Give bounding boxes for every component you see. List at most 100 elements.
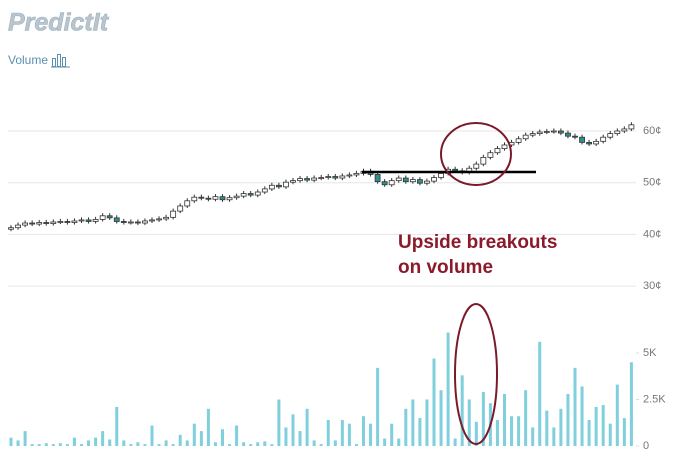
candle-body (268, 184, 275, 190)
candle-body (353, 173, 360, 176)
volume-bar (94, 437, 98, 446)
volume-bar (397, 438, 401, 446)
volume-bar (495, 419, 499, 446)
volume-bar (291, 414, 295, 446)
candle-body (43, 222, 50, 224)
volume-bar (129, 444, 133, 446)
volume-bar (517, 416, 521, 446)
candle-body (254, 191, 261, 196)
annotation: on volume (398, 257, 493, 278)
volume-bar (9, 437, 13, 446)
volume-toggle[interactable]: Volume (8, 53, 48, 67)
volume-bar (594, 406, 598, 446)
volume-bar (354, 444, 358, 446)
volume-bar (376, 367, 380, 446)
candle-body (127, 221, 134, 224)
volume-bar (615, 384, 619, 446)
volume-icon[interactable] (51, 54, 70, 68)
candle-body (304, 178, 311, 181)
volume-bar (270, 444, 274, 446)
volume-bar (601, 405, 605, 446)
candle-body (628, 124, 635, 130)
candle-body (579, 136, 585, 143)
candle-body (226, 197, 233, 201)
volume-bar (44, 443, 48, 446)
candle-body (29, 222, 36, 225)
volume-bar (185, 440, 189, 446)
candle-body (529, 133, 536, 136)
plot: 30¢ 40¢ 50¢ 60¢ 0 2.5K 5K (8, 122, 666, 452)
candle-body (586, 141, 592, 145)
candle-body (163, 216, 170, 220)
volume-bar (235, 425, 239, 446)
volume-bar (503, 393, 506, 446)
candle-body (374, 174, 381, 183)
candle-body (184, 200, 191, 207)
volume-bar (432, 358, 436, 446)
candle-body (205, 197, 212, 200)
volume-bar (23, 431, 27, 446)
candle-body (438, 173, 444, 178)
candle-body (120, 221, 127, 223)
volume-bar (87, 440, 91, 446)
volume-bar (206, 408, 210, 446)
candle-body (614, 130, 621, 134)
candle-body (36, 222, 43, 225)
volume-bar (418, 418, 422, 446)
annotation: Upside breakouts (398, 232, 557, 253)
candle-body (247, 193, 254, 196)
candle-body (431, 177, 437, 182)
volume-bar (390, 423, 394, 446)
candle-body (92, 219, 99, 222)
volume-bar (460, 375, 464, 446)
highlight-circle (440, 122, 512, 186)
candle-body (593, 140, 600, 145)
volume-bar (213, 442, 217, 446)
candle-body (8, 227, 14, 230)
volume-bar (157, 444, 161, 446)
candle-body (501, 144, 508, 149)
volume-bar (256, 442, 260, 446)
volume-bar (510, 416, 514, 446)
candle-body (409, 179, 416, 183)
y-tick-label: 40¢ (643, 228, 661, 240)
volume-bar (622, 418, 626, 446)
candle-body (275, 184, 282, 188)
candle-body (85, 219, 92, 222)
candle-body (170, 210, 177, 218)
candle-body (233, 195, 240, 199)
volume-bar (136, 442, 140, 446)
candle-body (565, 132, 571, 137)
candle-body (452, 168, 459, 172)
candle-body (78, 219, 85, 222)
candle-body (388, 180, 395, 186)
candle-body (494, 148, 501, 154)
volume-bar (333, 440, 337, 446)
volume-bar (404, 408, 408, 446)
volume-bar (531, 427, 535, 446)
volume-bar (425, 399, 429, 446)
candle-body (290, 180, 296, 183)
candle-body (487, 152, 494, 158)
volume-bar (298, 431, 302, 446)
volume-bar (369, 423, 373, 446)
candle-body (416, 179, 423, 184)
volume-bar (51, 444, 55, 446)
candle-body (212, 196, 219, 200)
volume-bar (115, 406, 119, 446)
volume-bar (326, 419, 330, 446)
volume-bar (467, 399, 471, 446)
volume-bar (228, 444, 232, 446)
candle-body (198, 196, 205, 199)
candle-body (346, 174, 353, 177)
volume-bar (340, 419, 344, 446)
candle-body (600, 136, 607, 142)
volume-bar (249, 444, 253, 446)
candle-body (621, 128, 628, 132)
volume-bar (552, 427, 556, 446)
candle-body (515, 138, 522, 143)
candle-body (480, 156, 487, 165)
candle-body (134, 221, 141, 224)
volume-bar (474, 421, 478, 446)
